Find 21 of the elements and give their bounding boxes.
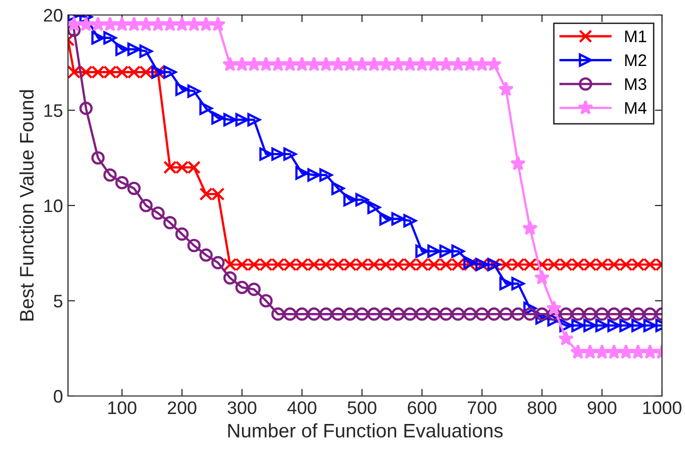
y-axis-title: Best Function Value Found bbox=[19, 90, 34, 320]
x-tick-label: 500 bbox=[348, 401, 376, 414]
x-tick-label: 800 bbox=[528, 401, 556, 414]
y-tick-label: 15 bbox=[44, 104, 62, 117]
y-tick-label: 20 bbox=[44, 8, 62, 22]
x-tick-label: 300 bbox=[228, 401, 256, 414]
x-tick-label: 900 bbox=[588, 401, 616, 414]
y-tick-label: 5 bbox=[54, 294, 62, 308]
legend-label: M1 bbox=[625, 30, 646, 42]
legend-label: M4 bbox=[625, 102, 647, 114]
x-axis-title: Number of Function Evaluations bbox=[228, 423, 503, 438]
x-tick-label: 600 bbox=[408, 401, 436, 414]
x-tick-label: 100 bbox=[108, 401, 136, 414]
x-tick-label: 200 bbox=[168, 401, 196, 414]
legend-label: M3 bbox=[625, 78, 646, 90]
x-tick-label: 700 bbox=[468, 401, 496, 414]
x-tick-label: 1000 bbox=[643, 401, 682, 414]
y-tick-label: 10 bbox=[44, 199, 62, 212]
legend-label: M2 bbox=[625, 54, 646, 66]
x-tick-label: 400 bbox=[287, 401, 316, 414]
y-tick-label: 0 bbox=[54, 390, 62, 403]
